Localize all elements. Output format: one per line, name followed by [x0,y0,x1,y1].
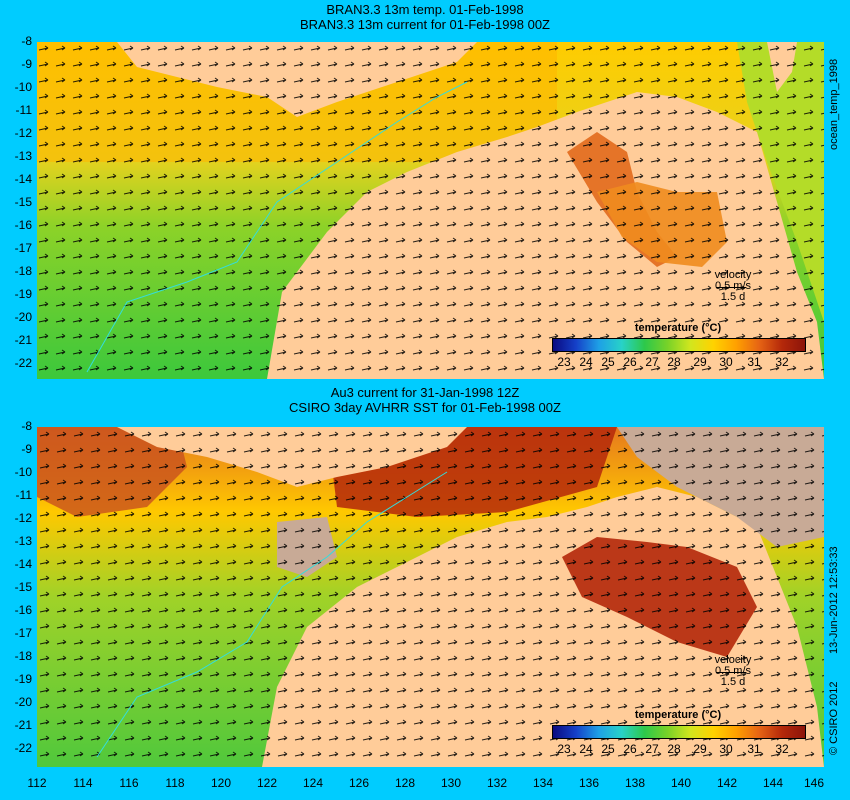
y-tick: -11 [15,488,32,502]
y-tick: -9 [21,57,32,71]
y-tick: -8 [21,419,32,433]
legend-tick: 25 [601,742,615,756]
legend-tick: 32 [775,742,789,756]
x-tick: 140 [670,776,692,790]
top-legend-colorbar [552,338,806,352]
top-velocity-key: velocity 0.5 m/s 1.5 d [698,270,768,303]
x-tick: 134 [532,776,554,790]
top-side-label: ocean_temp_1998 [828,58,840,150]
legend-tick: 25 [601,355,615,369]
y-tick: -12 [14,126,32,140]
bottom-side-timestamp: 13-Jun-2012 12:53:33 [828,546,840,654]
legend-tick: 32 [775,355,789,369]
y-tick: -8 [21,34,32,48]
x-tick: 118 [165,776,185,790]
y-tick: -14 [14,172,32,186]
bottom-sst-map [37,427,824,767]
x-tick: 122 [256,776,278,790]
velocity-scale-line [716,287,746,288]
y-tick: -17 [14,626,32,640]
legend-tick: 28 [667,742,681,756]
y-tick: -12 [14,511,32,525]
y-tick: -22 [14,356,32,370]
velocity-duration: 1.5 d [720,676,746,688]
velocity-speed: 0.5 m/s [714,280,752,292]
y-tick: -13 [14,149,32,163]
bottom-legend-title: temperature (°C) [634,709,722,721]
x-tick: 116 [119,776,139,790]
x-tick: 132 [486,776,508,790]
y-tick: -19 [14,287,32,301]
x-tick: 142 [716,776,738,790]
y-tick: -16 [14,603,32,617]
top-legend-title: temperature (°C) [634,322,722,334]
y-tick: -16 [14,218,32,232]
legend-tick: 29 [693,355,707,369]
x-tick: 120 [210,776,232,790]
y-tick: -21 [14,718,32,732]
legend-tick: 28 [667,355,681,369]
bottom-title-line1: Au3 current for 31-Jan-1998 12Z [330,385,520,400]
legend-tick: 26 [623,355,637,369]
top-map-panel [37,42,824,379]
legend-tick: 27 [645,355,659,369]
legend-tick: 31 [747,355,761,369]
legend-tick: 24 [579,355,593,369]
x-tick: 130 [440,776,462,790]
x-tick: 138 [624,776,646,790]
legend-tick: 30 [719,355,733,369]
x-tick: 128 [394,776,416,790]
y-tick: -15 [14,195,32,209]
y-tick: -10 [14,465,32,479]
x-tick: 144 [762,776,784,790]
x-tick: 124 [302,776,324,790]
legend-tick: 30 [719,742,733,756]
y-tick: -20 [14,310,32,324]
x-tick: 136 [578,776,600,790]
y-tick: -11 [15,103,32,117]
bottom-title-line2: CSIRO 3day AVHRR SST for 01-Feb-1998 00Z [289,400,561,415]
legend-tick: 23 [557,355,571,369]
y-tick: -13 [14,534,32,548]
top-title-line2: BRAN3.3 13m current for 01-Feb-1998 00Z [299,17,550,32]
y-tick: -14 [14,557,32,571]
x-tick: 146 [803,776,825,790]
velocity-scale-line [716,672,746,673]
top-title-line1: BRAN3.3 13m temp. 01-Feb-1998 [326,2,524,17]
legend-tick: 23 [557,742,571,756]
y-tick: -10 [14,80,32,94]
bottom-legend-colorbar [552,725,806,739]
legend-tick: 31 [747,742,761,756]
y-tick: -19 [14,672,32,686]
x-tick: 112 [27,776,47,790]
velocity-duration: 1.5 d [720,291,746,303]
x-tick: 114 [73,776,93,790]
bottom-map-panel [37,427,824,767]
y-tick: -22 [14,741,32,755]
y-tick: -20 [14,695,32,709]
legend-tick: 27 [645,742,659,756]
velocity-speed: 0.5 m/s [714,665,752,677]
bottom-copyright: © CSIRO 2012 [828,681,840,755]
y-tick: -21 [14,333,32,347]
legend-tick: 26 [623,742,637,756]
bottom-velocity-key: velocity 0.5 m/s 1.5 d [698,655,768,688]
y-tick: -9 [21,442,32,456]
y-tick: -17 [14,241,32,255]
y-tick: -15 [14,580,32,594]
top-temperature-map [37,42,824,379]
velocity-label: velocity [714,654,752,666]
y-tick: -18 [14,649,32,663]
y-tick: -18 [14,264,32,278]
velocity-label: velocity [714,269,752,281]
x-tick: 126 [348,776,370,790]
legend-tick: 24 [579,742,593,756]
legend-tick: 29 [693,742,707,756]
